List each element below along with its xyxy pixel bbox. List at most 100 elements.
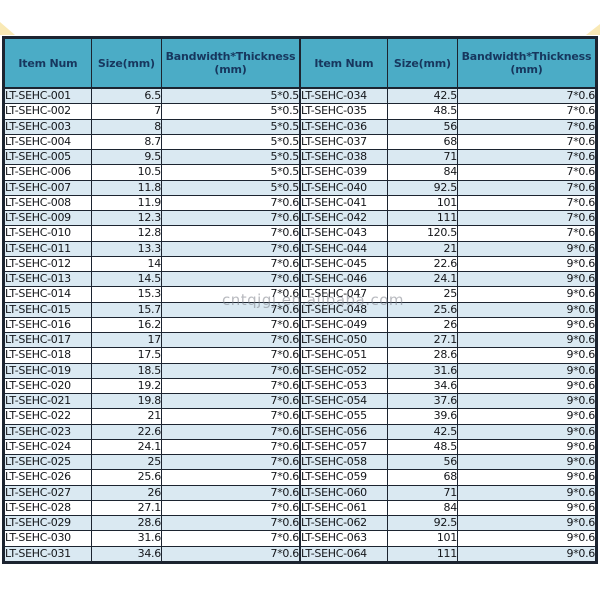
table-row: LT-SEHC-040 92.5 7*0.6 — [300, 179, 597, 196]
size-cell: 22.6 — [386, 255, 458, 273]
size-cell: 6.5 — [90, 87, 162, 105]
item-num-cell: LT-SEHC-054 — [300, 392, 388, 410]
size-cell: 25 — [386, 286, 458, 303]
table-row: LT-SEHC-052 31.6 9*0.6 — [300, 362, 597, 379]
size-cell: 68 — [386, 133, 458, 151]
bandwidth-cell: 7*0.6 — [456, 179, 597, 196]
size-cell: 19.8 — [90, 392, 162, 410]
bandwidth-cell: 9*0.6 — [456, 438, 597, 456]
item-num-cell: LT-SEHC-002 — [4, 103, 92, 120]
size-cell: 8 — [90, 118, 162, 135]
table-row: LT-SEHC-038 71 7*0.6 — [300, 148, 597, 166]
table-row: LT-SEHC-048 25.6 9*0.6 — [300, 301, 597, 318]
table-row: LT-SEHC-034 42.5 7*0.6 — [300, 87, 597, 105]
item-num-cell: LT-SEHC-029 — [4, 514, 92, 532]
item-num-cell: LT-SEHC-015 — [4, 301, 92, 318]
item-num-cell: LT-SEHC-008 — [4, 194, 92, 212]
table-row: LT-SEHC-049 26 9*0.6 — [300, 316, 597, 334]
item-num-cell: LT-SEHC-026 — [4, 469, 92, 486]
bandwidth-cell: 5*0.5 — [160, 103, 301, 120]
table-row: LT-SEHC-062 92.5 9*0.6 — [300, 514, 597, 532]
size-cell: 34.6 — [90, 545, 162, 562]
item-num-cell: LT-SEHC-016 — [4, 316, 92, 334]
bandwidth-cell: 7*0.6 — [456, 148, 597, 166]
bandwidth-cell: 9*0.6 — [456, 392, 597, 410]
table-row: LT-SEHC-019 18.5 7*0.6 — [4, 362, 301, 379]
spec-table-left: Item Num Size(mm) Bandwidth*Thickness (mm)… — [4, 38, 301, 562]
size-cell: 26 — [90, 484, 162, 501]
table-row: LT-SEHC-021 19.8 7*0.6 — [4, 392, 301, 410]
bandwidth-cell: 9*0.6 — [456, 484, 597, 501]
item-num-cell: LT-SEHC-004 — [4, 133, 92, 151]
size-cell: 15.3 — [90, 286, 162, 303]
bandwidth-cell: 5*0.5 — [160, 133, 301, 151]
column-header-bandwidth-thickness: Bandwidth*Thickness (mm) — [160, 38, 301, 89]
table-row: LT-SEHC-046 24.1 9*0.6 — [300, 270, 597, 288]
item-num-cell: LT-SEHC-050 — [300, 331, 388, 349]
size-cell: 71 — [386, 148, 458, 166]
size-cell: 24.1 — [386, 270, 458, 288]
table-row: LT-SEHC-017 17 7*0.6 — [4, 331, 301, 349]
table-row: LT-SEHC-014 15.3 7*0.6 — [4, 286, 301, 303]
spec-table-container: Item Num Size(mm) Bandwidth*Thickness (mm)… — [2, 36, 598, 564]
table-row: LT-SEHC-053 34.6 9*0.6 — [300, 377, 597, 395]
size-cell: 101 — [386, 530, 458, 547]
bandwidth-cell: 9*0.6 — [456, 514, 597, 532]
item-num-cell: LT-SEHC-060 — [300, 484, 388, 501]
size-cell: 31.6 — [386, 362, 458, 379]
size-cell: 56 — [386, 118, 458, 135]
table-row: LT-SEHC-015 15.7 7*0.6 — [4, 301, 301, 318]
bandwidth-cell: 7*0.6 — [160, 408, 301, 425]
item-num-cell: LT-SEHC-059 — [300, 469, 388, 486]
bandwidth-cell: 7*0.6 — [160, 225, 301, 242]
item-num-cell: LT-SEHC-044 — [300, 240, 388, 257]
table-row: LT-SEHC-023 22.6 7*0.6 — [4, 423, 301, 440]
table-row: LT-SEHC-001 6.5 5*0.5 — [4, 87, 301, 105]
item-num-cell: LT-SEHC-037 — [300, 133, 388, 151]
table-row: LT-SEHC-004 8.7 5*0.5 — [4, 133, 301, 151]
bandwidth-cell: 7*0.6 — [160, 530, 301, 547]
size-cell: 84 — [386, 164, 458, 181]
size-cell: 22.6 — [90, 423, 162, 440]
bandwidth-cell: 7*0.6 — [456, 209, 597, 227]
table-row: LT-SEHC-022 21 7*0.6 — [4, 408, 301, 425]
size-cell: 111 — [386, 545, 458, 562]
table-row: LT-SEHC-055 39.6 9*0.6 — [300, 408, 597, 425]
column-header-size: Size(mm) — [90, 38, 162, 89]
table-row: LT-SEHC-056 42.5 9*0.6 — [300, 423, 597, 440]
bandwidth-cell: 7*0.6 — [456, 133, 597, 151]
bandwidth-cell: 7*0.6 — [160, 377, 301, 395]
table-row: LT-SEHC-060 71 9*0.6 — [300, 484, 597, 501]
table-row: LT-SEHC-003 8 5*0.5 — [4, 118, 301, 135]
size-cell: 71 — [386, 484, 458, 501]
header-row: Item Num Size(mm) Bandwidth*Thickness (mm) — [4, 38, 301, 89]
table-row: LT-SEHC-037 68 7*0.6 — [300, 133, 597, 151]
bandwidth-cell: 7*0.6 — [160, 240, 301, 257]
item-num-cell: LT-SEHC-003 — [4, 118, 92, 135]
table-row: LT-SEHC-024 24.1 7*0.6 — [4, 438, 301, 456]
item-num-cell: LT-SEHC-022 — [4, 408, 92, 425]
table-row: LT-SEHC-063 101 9*0.6 — [300, 530, 597, 547]
bandwidth-cell: 7*0.6 — [160, 484, 301, 501]
bandwidth-cell: 7*0.6 — [160, 545, 301, 562]
bandwidth-cell: 7*0.6 — [456, 118, 597, 135]
size-cell: 11.9 — [90, 194, 162, 212]
item-num-cell: LT-SEHC-058 — [300, 453, 388, 471]
item-num-cell: LT-SEHC-057 — [300, 438, 388, 456]
size-cell: 17.5 — [90, 347, 162, 364]
item-num-cell: LT-SEHC-007 — [4, 179, 92, 196]
size-cell: 27.1 — [386, 331, 458, 349]
table-row: LT-SEHC-025 25 7*0.6 — [4, 453, 301, 471]
table-row: LT-SEHC-030 31.6 7*0.6 — [4, 530, 301, 547]
bandwidth-cell: 9*0.6 — [456, 469, 597, 486]
bandwidth-cell: 9*0.6 — [456, 530, 597, 547]
bandwidth-cell: 7*0.6 — [160, 438, 301, 456]
size-cell: 42.5 — [386, 423, 458, 440]
item-num-cell: LT-SEHC-056 — [300, 423, 388, 440]
size-cell: 9.5 — [90, 148, 162, 166]
table-row: LT-SEHC-011 13.3 7*0.6 — [4, 240, 301, 257]
table-row: LT-SEHC-007 11.8 5*0.5 — [4, 179, 301, 196]
bandwidth-cell: 9*0.6 — [456, 316, 597, 334]
size-cell: 31.6 — [90, 530, 162, 547]
item-num-cell: LT-SEHC-030 — [4, 530, 92, 547]
